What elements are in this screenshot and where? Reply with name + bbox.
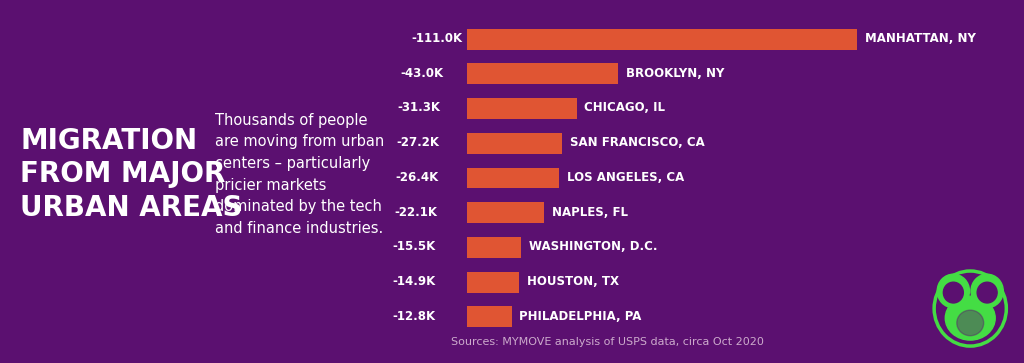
Bar (467, 237, 521, 258)
Text: PHILADELPHIA, PA: PHILADELPHIA, PA (519, 310, 642, 323)
Text: -111.0K: -111.0K (412, 32, 463, 45)
Text: -27.2K: -27.2K (396, 136, 439, 149)
Text: -43.0K: -43.0K (400, 67, 443, 79)
Text: -31.3K: -31.3K (397, 101, 440, 114)
Ellipse shape (937, 274, 970, 308)
Text: LOS ANGELES, CA: LOS ANGELES, CA (567, 171, 684, 184)
Text: Thousands of people
are moving from urban
centers – particularly
pricier markets: Thousands of people are moving from urba… (215, 113, 384, 236)
Ellipse shape (945, 296, 995, 340)
Bar (467, 272, 519, 293)
Text: Sources: MYMOVE analysis of USPS data, circa Oct 2020: Sources: MYMOVE analysis of USPS data, c… (451, 337, 764, 347)
Text: -22.1K: -22.1K (395, 205, 437, 219)
Text: MIGRATION
FROM MAJOR
URBAN AREAS: MIGRATION FROM MAJOR URBAN AREAS (20, 127, 243, 222)
Bar (467, 133, 562, 154)
Text: -14.9K: -14.9K (392, 275, 436, 288)
Bar (467, 306, 512, 327)
Text: -12.8K: -12.8K (392, 310, 435, 323)
Text: HOUSTON, TX: HOUSTON, TX (526, 275, 618, 288)
Text: -26.4K: -26.4K (395, 171, 439, 184)
Text: BROOKLYN, NY: BROOKLYN, NY (626, 67, 724, 79)
Ellipse shape (956, 310, 984, 336)
Bar (467, 64, 617, 84)
Bar (467, 168, 559, 188)
Bar (467, 202, 545, 223)
Text: MANHATTAN, NY: MANHATTAN, NY (864, 32, 976, 45)
Text: -15.5K: -15.5K (392, 240, 436, 253)
Ellipse shape (971, 274, 1004, 308)
Circle shape (977, 282, 997, 303)
Circle shape (943, 282, 964, 303)
Text: NAPLES, FL: NAPLES, FL (552, 205, 628, 219)
Text: SAN FRANCISCO, CA: SAN FRANCISCO, CA (570, 136, 705, 149)
Bar (467, 98, 577, 119)
Text: CHICAGO, IL: CHICAGO, IL (585, 101, 666, 114)
Text: WASHINGTON, D.C.: WASHINGTON, D.C. (529, 240, 657, 253)
Bar (467, 29, 857, 50)
